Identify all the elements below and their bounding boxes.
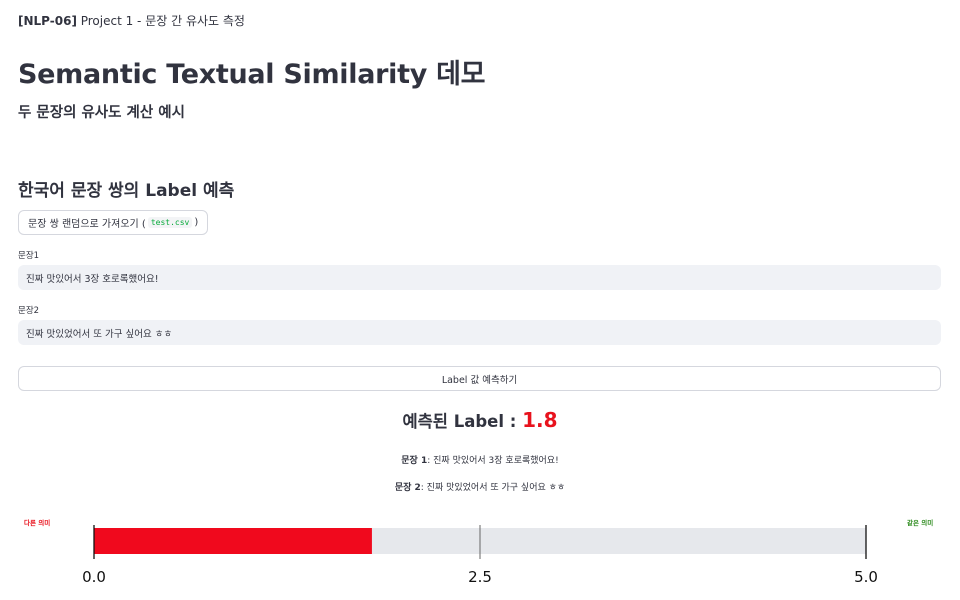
predicted-label-heading: 예측된 Label : 1.8 xyxy=(0,408,960,432)
similarity-gauge-chart: 0.0 2.5 5.0 xyxy=(82,525,878,586)
result-sentence1: 문장 1: 진짜 맛있어서 3장 호로록했어요! xyxy=(0,453,960,466)
result-sentence2-text: : 진짜 맛있었어서 또 가구 싶어요 ㅎㅎ xyxy=(420,483,566,493)
random-sample-button-close-paren: ) xyxy=(194,217,199,228)
result-sentence1-text: : 진짜 맛있어서 3장 호로록했어요! xyxy=(427,456,559,466)
gauge-tick-label-2: 5.0 xyxy=(854,568,878,586)
page-title: Semantic Textual Similarity 데모 xyxy=(18,59,486,90)
predicted-label-value: 1.8 xyxy=(522,408,558,432)
page-subtitle: 두 문장의 유사도 계산 예시 xyxy=(18,105,185,121)
gauge-tick-label-1: 2.5 xyxy=(468,568,492,586)
random-sample-button[interactable]: 문장 쌍 랜덤으로 가져오기 ( test.csv ) xyxy=(18,210,209,235)
project-tag: [NLP-06] xyxy=(18,14,77,28)
sentence1-label: 문장1 xyxy=(18,251,40,261)
project-caption-text: Project 1 - 문장 간 유사도 측정 xyxy=(76,14,245,28)
gauge-ticks: 0.0 2.5 5.0 xyxy=(82,525,878,586)
result-sentence1-prefix: 문장 1 xyxy=(401,456,428,466)
section-title: 한국어 문장 쌍의 Label 예측 xyxy=(18,181,235,201)
random-sample-file-code: test.csv xyxy=(147,217,193,228)
same-meaning-label: 같은 의미 xyxy=(907,519,934,527)
sentence1-input[interactable]: 진짜 맛있어서 3장 호로록했어요! xyxy=(18,265,941,290)
random-sample-button-label: 문장 쌍 랜덤으로 가져오기 ( xyxy=(28,219,146,230)
sentence2-label: 문장2 xyxy=(18,306,40,316)
result-sentence2: 문장 2: 진짜 맛있었어서 또 가구 싶어요 ㅎㅎ xyxy=(0,480,960,493)
gauge-value-bar xyxy=(94,528,372,554)
predicted-label-text: 예측된 Label : xyxy=(402,412,523,431)
sentence2-input[interactable]: 진짜 맛있었어서 또 가구 싶어요 ㅎㅎ xyxy=(18,320,941,345)
result-sentence2-prefix: 문장 2 xyxy=(394,483,421,493)
project-caption: [NLP-06] Project 1 - 문장 간 유사도 측정 xyxy=(18,12,245,29)
predict-label-button[interactable]: Label 값 예측하기 xyxy=(18,366,941,391)
gauge-tick-label-0: 0.0 xyxy=(82,568,106,586)
different-meaning-label: 다른 의미 xyxy=(24,519,51,527)
